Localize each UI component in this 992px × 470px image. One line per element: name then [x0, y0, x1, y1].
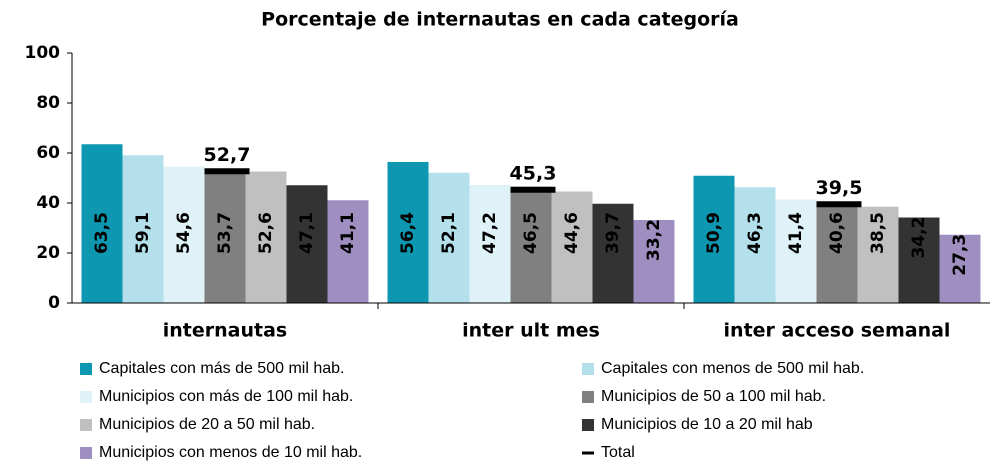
legend-swatch — [80, 363, 92, 375]
bar — [204, 168, 246, 303]
value-label: 50,9 — [704, 212, 724, 254]
value-label: 47,1 — [297, 212, 317, 254]
legend-label: Capitales con más de 500 mil hab. — [99, 360, 344, 377]
bar — [163, 166, 205, 303]
bar — [857, 206, 899, 303]
legend-label: Capitales con menos de 500 mil hab. — [601, 360, 864, 377]
bar — [387, 162, 429, 303]
bar — [939, 234, 981, 303]
bar — [734, 187, 776, 303]
x-tick-label: inter ult mes — [462, 320, 600, 342]
value-label: 41,4 — [786, 212, 806, 254]
value-label: 63,5 — [92, 212, 112, 254]
bar — [592, 203, 634, 303]
value-label: 52,6 — [256, 212, 276, 254]
value-label: 46,3 — [745, 212, 765, 254]
value-label: 47,2 — [480, 212, 500, 254]
total-label: 52,7 — [204, 144, 251, 166]
total-label: 39,5 — [816, 177, 863, 199]
legend-swatch — [582, 419, 594, 431]
legend-label: Municipios con más de 100 mil hab. — [99, 388, 353, 405]
value-label: 41,1 — [338, 212, 358, 254]
bar — [693, 175, 735, 303]
legend-label: Municipios de 50 a 100 mil hab. — [601, 388, 826, 405]
legend-swatch — [582, 363, 594, 375]
bar — [327, 200, 369, 303]
value-label: 46,5 — [521, 212, 541, 254]
legend-swatch — [582, 391, 594, 403]
bar — [469, 185, 511, 303]
legend-swatch — [80, 391, 92, 403]
value-label: 27,3 — [950, 234, 970, 276]
value-label: 38,5 — [868, 212, 888, 254]
y-tick-label: 60 — [36, 143, 60, 163]
x-tick-label: internautas — [163, 320, 287, 342]
value-label: 34,2 — [909, 217, 929, 259]
y-tick-label: 20 — [36, 243, 60, 263]
legend-label: Municipios de 20 a 50 mil hab. — [99, 416, 315, 433]
value-label: 33,2 — [644, 219, 664, 261]
y-tick-label: 0 — [48, 293, 60, 313]
legend-label: Municipios con menos de 10 mil hab. — [99, 444, 362, 461]
value-label: 44,6 — [562, 212, 582, 254]
legend-swatch — [80, 447, 92, 459]
legend-label: Municipios de 10 a 20 mil hab — [601, 416, 813, 433]
value-label: 54,6 — [174, 212, 194, 254]
legend-swatch — [80, 419, 92, 431]
bar — [816, 201, 858, 303]
y-tick-label: 100 — [25, 43, 61, 63]
y-tick-label: 40 — [36, 193, 60, 213]
bar — [122, 155, 164, 303]
bar — [428, 172, 470, 303]
chart-title: Porcentaje de internautas en cada catego… — [261, 9, 739, 31]
value-label: 59,1 — [133, 212, 153, 254]
value-label: 40,6 — [827, 212, 847, 254]
value-label: 52,1 — [439, 212, 459, 254]
bar — [510, 186, 552, 303]
total-label: 45,3 — [510, 162, 557, 184]
value-label: 56,4 — [398, 212, 418, 254]
x-tick-label: inter acceso semanal — [724, 320, 951, 342]
bar — [633, 220, 675, 303]
value-label: 53,7 — [215, 212, 235, 254]
legend-label: Total — [601, 444, 635, 461]
bar — [245, 171, 287, 303]
value-label: 39,7 — [603, 212, 623, 254]
bar — [551, 191, 593, 303]
bar — [898, 217, 940, 303]
y-tick-label: 80 — [36, 93, 60, 113]
bar — [81, 144, 123, 303]
bar — [775, 199, 817, 303]
bar — [286, 185, 328, 303]
